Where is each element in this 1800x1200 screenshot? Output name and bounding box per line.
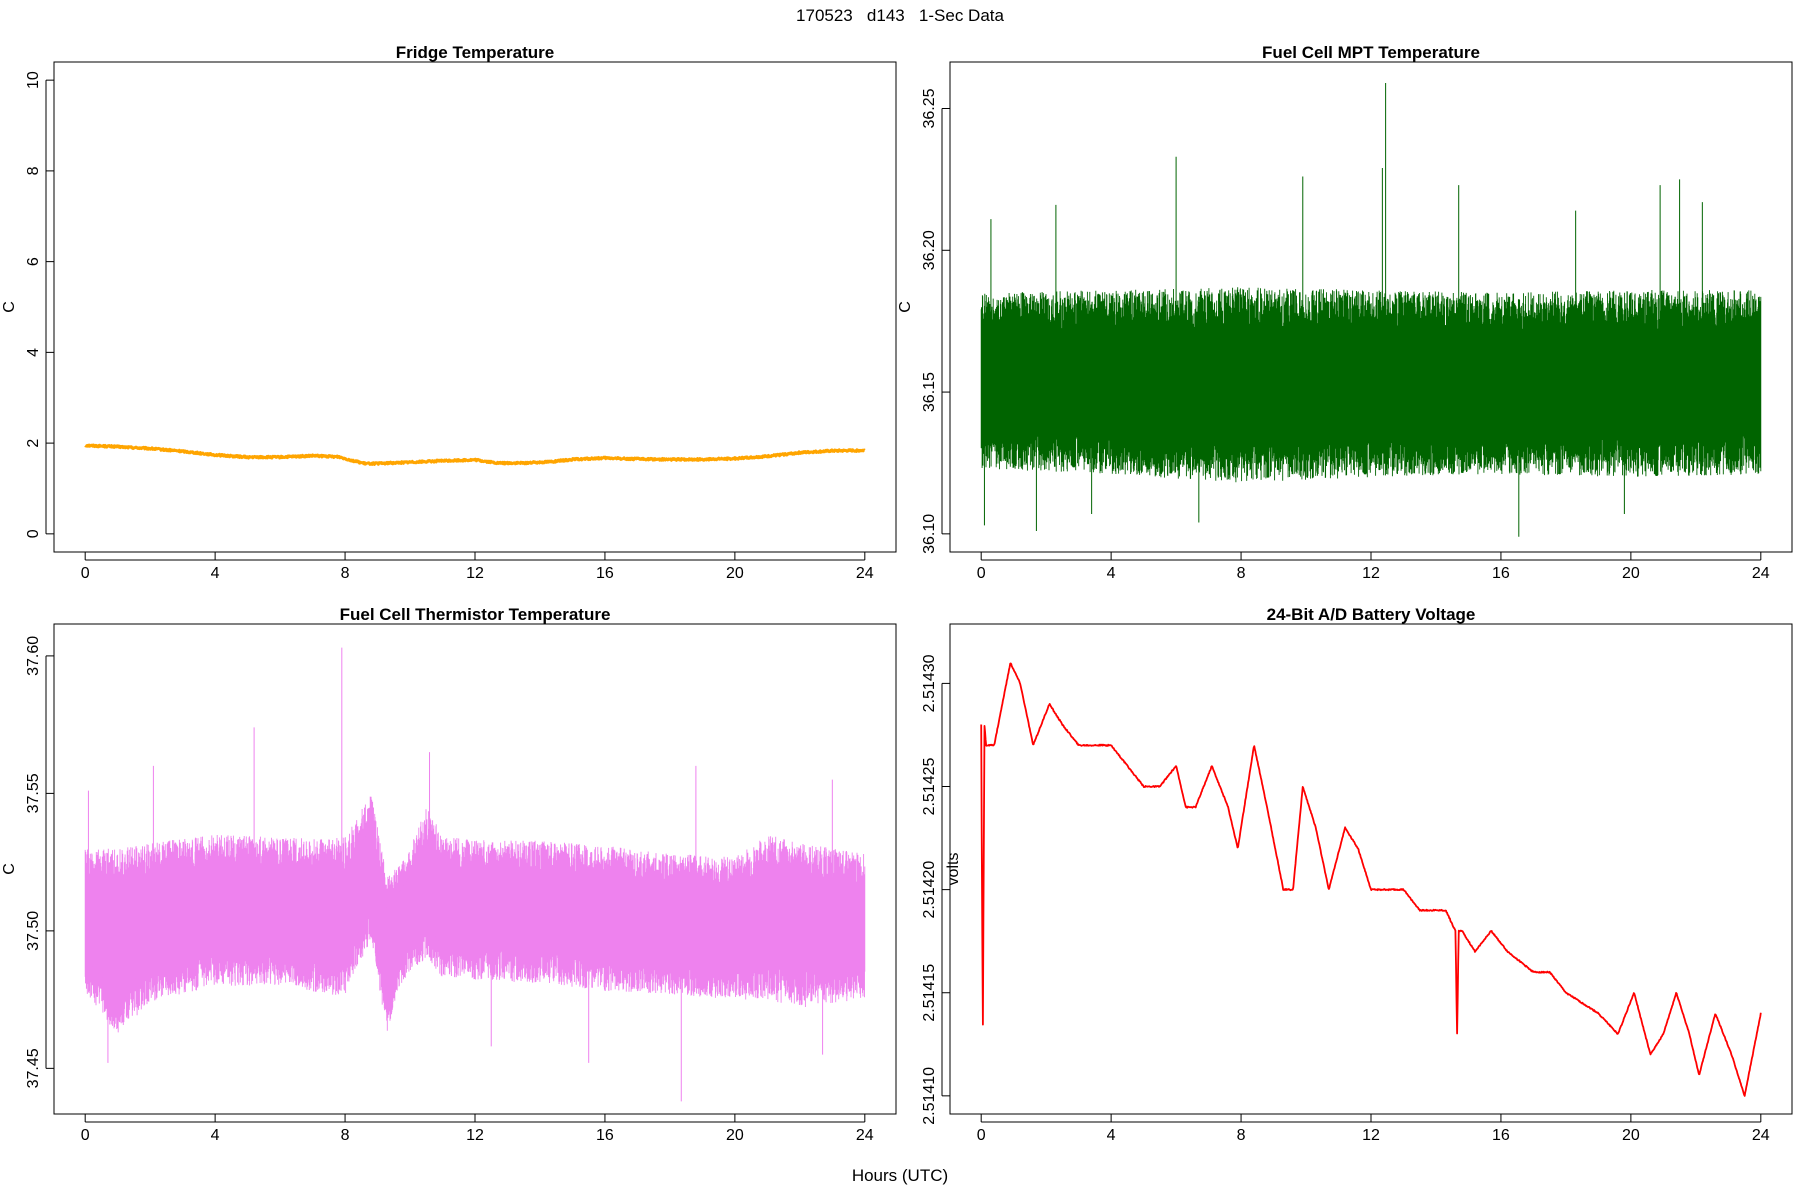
chart-title: Fuel Cell MPT Temperature [1262,43,1480,62]
x-tick-label: 24 [856,1127,874,1144]
x-tick-label: 4 [1107,1127,1116,1144]
x-tick-label: 4 [211,565,220,582]
x-tick-label: 16 [1492,565,1510,582]
y-tick-label: 36.20 [921,230,938,270]
y-axis-label: volts [945,853,962,886]
y-tick-label: 36.25 [921,88,938,128]
x-tick-label: 0 [81,1127,90,1144]
x-tick-label: 8 [341,1127,350,1144]
x-tick-label: 16 [1492,1127,1510,1144]
x-tick-label: 0 [977,565,986,582]
x-tick-label: 24 [856,565,874,582]
x-tick-label: 20 [726,565,744,582]
y-tick-label: 36.10 [921,514,938,554]
x-tick-label: 4 [211,1127,220,1144]
y-tick-label: 6 [25,257,42,266]
chart-title: 24-Bit A/D Battery Voltage [1267,605,1476,624]
series-line [980,662,1762,1097]
x-tick-label: 24 [1752,565,1770,582]
plot-frame [53,61,897,553]
data-layer [980,662,1762,1097]
y-tick-label: 2.51415 [921,964,938,1022]
y-tick-label: 10 [25,71,42,89]
x-tick-label: 20 [726,1127,744,1144]
y-axis-label: C [1,301,18,313]
core-band [981,331,1761,439]
x-tick-label: 8 [1237,1127,1246,1144]
data-layer [84,647,866,1102]
x-tick-label: 24 [1752,1127,1770,1144]
chart-title: Fridge Temperature [396,43,554,62]
y-tick-label: 37.60 [25,636,42,676]
x-tick-label: 16 [596,1127,614,1144]
y-axis-label: C [1,863,18,875]
y-axis-label: C [897,301,914,313]
y-tick-label: 37.55 [25,773,42,813]
x-axis-common-label: Hours (UTC) [851,1166,949,1185]
x-tick-label: 12 [466,565,484,582]
data-layer [84,443,866,466]
y-tick-label: 2.51430 [921,654,938,712]
x-tick-label: 4 [1107,565,1116,582]
x-tick-label: 0 [81,565,90,582]
x-tick-label: 20 [1622,565,1640,582]
x-tick-label: 0 [977,1127,986,1144]
chart-title: Fuel Cell Thermistor Temperature [340,605,611,624]
chart-panel-3: Fuel Cell Thermistor Temperature 0 4 8 12 16 2… [1,605,897,1144]
x-tick-label: 8 [1237,565,1246,582]
y-tick-label: 36.15 [921,372,938,412]
y-tick-label: 2.51425 [921,757,938,815]
x-tick-label: 12 [1362,1127,1380,1144]
x-tick-label: 16 [596,565,614,582]
data-layer [980,82,1762,537]
plot-frame [949,623,1793,1115]
core-band [85,826,865,997]
chart-panel-2: Fuel Cell MPT Temperature 0 4 8 12 16 20 24 36.1… [897,43,1793,582]
series-line [84,443,866,466]
x-tick-label: 12 [1362,565,1380,582]
x-tick-label: 8 [341,565,350,582]
y-tick-label: 2.51410 [921,1067,938,1125]
y-tick-label: 0 [25,529,42,538]
y-tick-label: 37.50 [25,911,42,951]
y-tick-label: 2.51420 [921,861,938,919]
chart-panel-4: 24-Bit A/D Battery Voltage 0 4 8 12 16 20 24 2.5… [921,605,1793,1144]
page-title: 170523 d143 1-Sec Data [796,6,1004,25]
y-tick-label: 37.45 [25,1048,42,1088]
x-tick-label: 12 [466,1127,484,1144]
y-tick-label: 4 [25,348,42,357]
y-tick-label: 8 [25,166,42,175]
x-tick-label: 20 [1622,1127,1640,1144]
y-tick-label: 2 [25,439,42,448]
